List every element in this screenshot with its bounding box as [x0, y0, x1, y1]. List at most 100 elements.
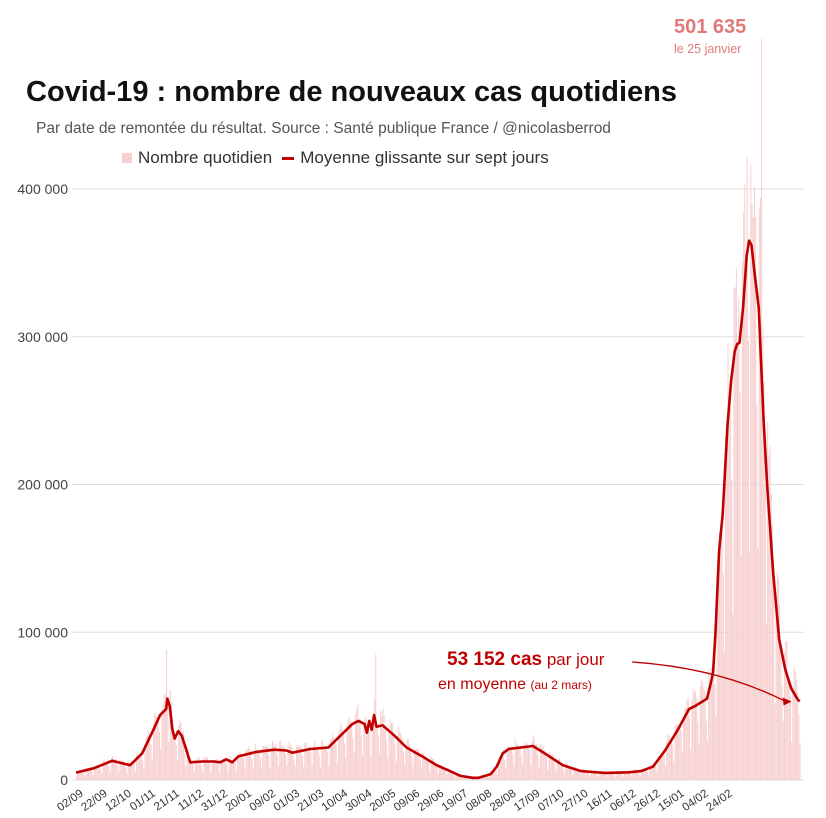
daily-bar	[106, 761, 108, 780]
x-tick-label: 01/11	[128, 788, 158, 814]
x-tick-label: 01/03	[272, 788, 302, 814]
daily-bar	[387, 758, 389, 780]
daily-bar	[530, 764, 532, 780]
daily-bar	[306, 748, 308, 780]
daily-bar	[656, 771, 658, 780]
daily-bar	[210, 772, 212, 780]
daily-bar	[158, 732, 160, 780]
daily-bar	[756, 405, 758, 780]
daily-bar	[541, 747, 543, 780]
daily-bar	[781, 685, 783, 780]
daily-bar	[342, 734, 344, 780]
daily-bar	[649, 766, 651, 780]
daily-bar	[454, 777, 456, 780]
daily-bar	[568, 767, 570, 780]
daily-bar	[577, 768, 579, 780]
daily-bar	[166, 649, 168, 780]
daily-bar	[788, 680, 790, 780]
daily-bar	[428, 761, 430, 780]
daily-bar	[294, 766, 296, 780]
daily-bar	[371, 724, 373, 780]
daily-bar	[262, 746, 264, 780]
daily-bar	[503, 760, 505, 780]
daily-bar	[686, 699, 688, 780]
x-tick-label: 31/12	[200, 788, 230, 814]
daily-bar	[737, 341, 739, 780]
daily-bar	[122, 760, 124, 780]
daily-bar	[299, 745, 301, 780]
daily-bar	[115, 757, 117, 780]
daily-bar	[245, 749, 247, 780]
annotation-arrow-group	[631, 661, 792, 706]
daily-bar	[216, 758, 218, 780]
daily-bar	[156, 717, 158, 780]
daily-bar	[270, 748, 272, 780]
daily-bar	[557, 758, 560, 780]
daily-bar	[613, 774, 615, 780]
daily-bar	[448, 768, 450, 780]
daily-bar	[601, 771, 603, 780]
daily-bar	[764, 484, 766, 780]
daily-bar	[508, 747, 510, 780]
daily-bar	[420, 769, 422, 780]
daily-bar	[312, 747, 314, 780]
daily-bar	[603, 772, 605, 780]
daily-bar	[402, 752, 404, 780]
daily-bar	[288, 741, 290, 780]
daily-bar	[330, 740, 332, 780]
daily-bar	[332, 733, 334, 780]
daily-bar	[703, 687, 705, 780]
x-tick-label: 04/02	[680, 788, 710, 814]
daily-bar	[695, 691, 697, 780]
daily-bar	[416, 748, 418, 780]
daily-bar	[320, 767, 322, 780]
daily-bar	[643, 769, 645, 780]
daily-bar	[744, 183, 746, 781]
daily-bar	[217, 764, 219, 780]
daily-bar	[83, 773, 85, 780]
daily-bar	[795, 679, 798, 780]
legend-avg-swatch	[282, 156, 295, 160]
daily-bar	[418, 750, 420, 780]
daily-bar	[681, 751, 683, 780]
x-tick-label: 28/08	[488, 788, 518, 814]
daily-bar	[496, 774, 498, 780]
daily-bar	[716, 590, 718, 780]
daily-bar	[431, 758, 433, 780]
daily-bar	[186, 745, 188, 780]
daily-bar	[768, 454, 770, 780]
daily-bar	[535, 744, 537, 780]
daily-bar	[574, 766, 576, 780]
daily-bar	[698, 743, 700, 780]
daily-bar	[458, 773, 460, 780]
daily-bar	[125, 767, 127, 780]
daily-bar	[761, 38, 763, 780]
daily-bar	[488, 777, 490, 780]
daily-bar	[400, 733, 402, 780]
daily-bar	[771, 525, 773, 780]
daily-bar	[690, 750, 692, 780]
daily-bar	[362, 754, 364, 780]
peak-value-label: 501 635	[674, 16, 747, 38]
daily-bar	[699, 686, 701, 780]
daily-bar	[657, 756, 659, 780]
daily-bar	[683, 719, 685, 780]
daily-bar	[445, 769, 447, 780]
daily-bar	[520, 755, 522, 780]
daily-bar	[580, 775, 582, 780]
daily-bar	[539, 743, 541, 780]
daily-bar	[154, 712, 156, 780]
daily-bar	[548, 752, 550, 780]
daily-bar	[132, 762, 134, 780]
daily-bar	[774, 703, 776, 780]
daily-bar	[571, 770, 573, 780]
daily-bar	[786, 641, 788, 780]
daily-bar	[747, 340, 749, 780]
daily-bar	[363, 722, 365, 780]
legend-daily-swatch	[122, 153, 132, 163]
daily-bar	[713, 666, 715, 780]
daily-bar	[604, 774, 606, 780]
daily-bar	[408, 744, 410, 780]
daily-bar	[256, 750, 258, 780]
